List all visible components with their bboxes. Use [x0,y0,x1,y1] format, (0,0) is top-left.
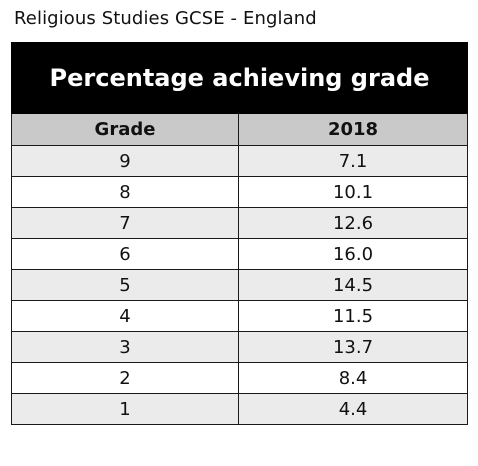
percentage-cell: 7.1 [237,145,469,177]
grade-cell: 2 [11,362,239,394]
percentage-cell: 10.1 [237,176,469,208]
percentage-cell: 16.0 [237,238,469,270]
table-row: 8 10.1 [11,176,469,208]
table-title: Percentage achieving grade [10,42,469,114]
percentage-cell: 4.4 [237,393,469,425]
grade-cell: 1 [11,393,239,425]
percentage-cell: 14.5 [237,269,469,301]
table-row: 4 11.5 [11,300,469,332]
table-row: 2 8.4 [11,362,469,394]
page-subtitle: Religious Studies GCSE - England [14,8,317,29]
table-row: 5 14.5 [11,269,469,301]
table-header-row: Grade 2018 [11,113,469,146]
table-row: 3 13.7 [11,331,469,363]
table-row: 1 4.4 [11,393,469,425]
grades-table: Percentage achieving grade Grade 2018 9 … [10,42,469,425]
grade-cell: 8 [11,176,239,208]
table-row: 9 7.1 [11,145,469,177]
percentage-cell: 8.4 [237,362,469,394]
table-row: 7 12.6 [11,207,469,239]
grade-cell: 7 [11,207,239,239]
grade-cell: 5 [11,269,239,301]
column-header-year: 2018 [237,113,469,146]
table-title-row: Percentage achieving grade [10,42,469,114]
column-header-grade: Grade [11,113,239,146]
percentage-cell: 12.6 [237,207,469,239]
table-row: 6 16.0 [11,238,469,270]
grade-cell: 6 [11,238,239,270]
grade-cell: 3 [11,331,239,363]
grade-cell: 9 [11,145,239,177]
percentage-cell: 13.7 [237,331,469,363]
grade-cell: 4 [11,300,239,332]
table-body: 9 7.1 8 10.1 7 12.6 6 16.0 5 14.5 4 11.5… [11,145,469,425]
percentage-cell: 11.5 [237,300,469,332]
